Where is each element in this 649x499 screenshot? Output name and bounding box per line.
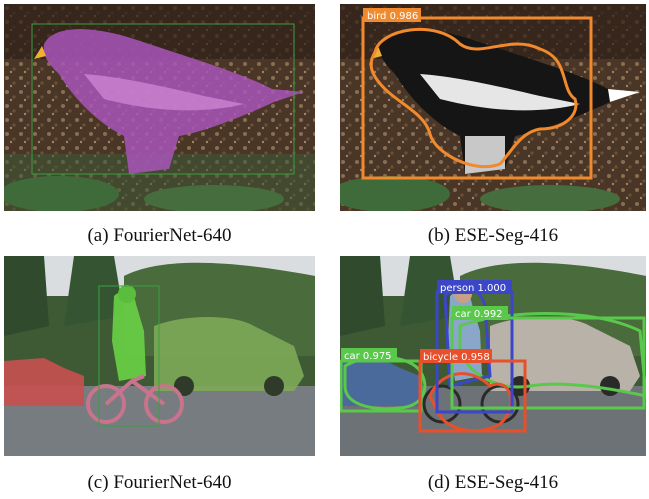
- panel-d-image: person 1.000 car 0.992 car 0.975 bicycle…: [340, 256, 646, 456]
- panel-c-caption: (c) FourierNet-640: [87, 472, 232, 493]
- panel-a-image: [4, 4, 315, 211]
- detection-label-bird: bird 0.986: [367, 11, 418, 22]
- panel-d-caption: (d) ESE-Seg-416: [427, 472, 559, 493]
- panel-a-caption: (a) FourierNet-640: [87, 225, 232, 246]
- panel-b-caption: (b) ESE-Seg-416: [427, 225, 559, 246]
- panel-c-image: [4, 256, 315, 456]
- detection-label-person: person 1.000: [440, 283, 506, 294]
- detection-label-car-1: car 0.992: [455, 309, 503, 320]
- detection-label-car-2: car 0.975: [344, 351, 392, 362]
- panel-b-image: bird 0.986: [340, 4, 646, 211]
- detection-label-bicycle: bicycle 0.958: [423, 352, 490, 363]
